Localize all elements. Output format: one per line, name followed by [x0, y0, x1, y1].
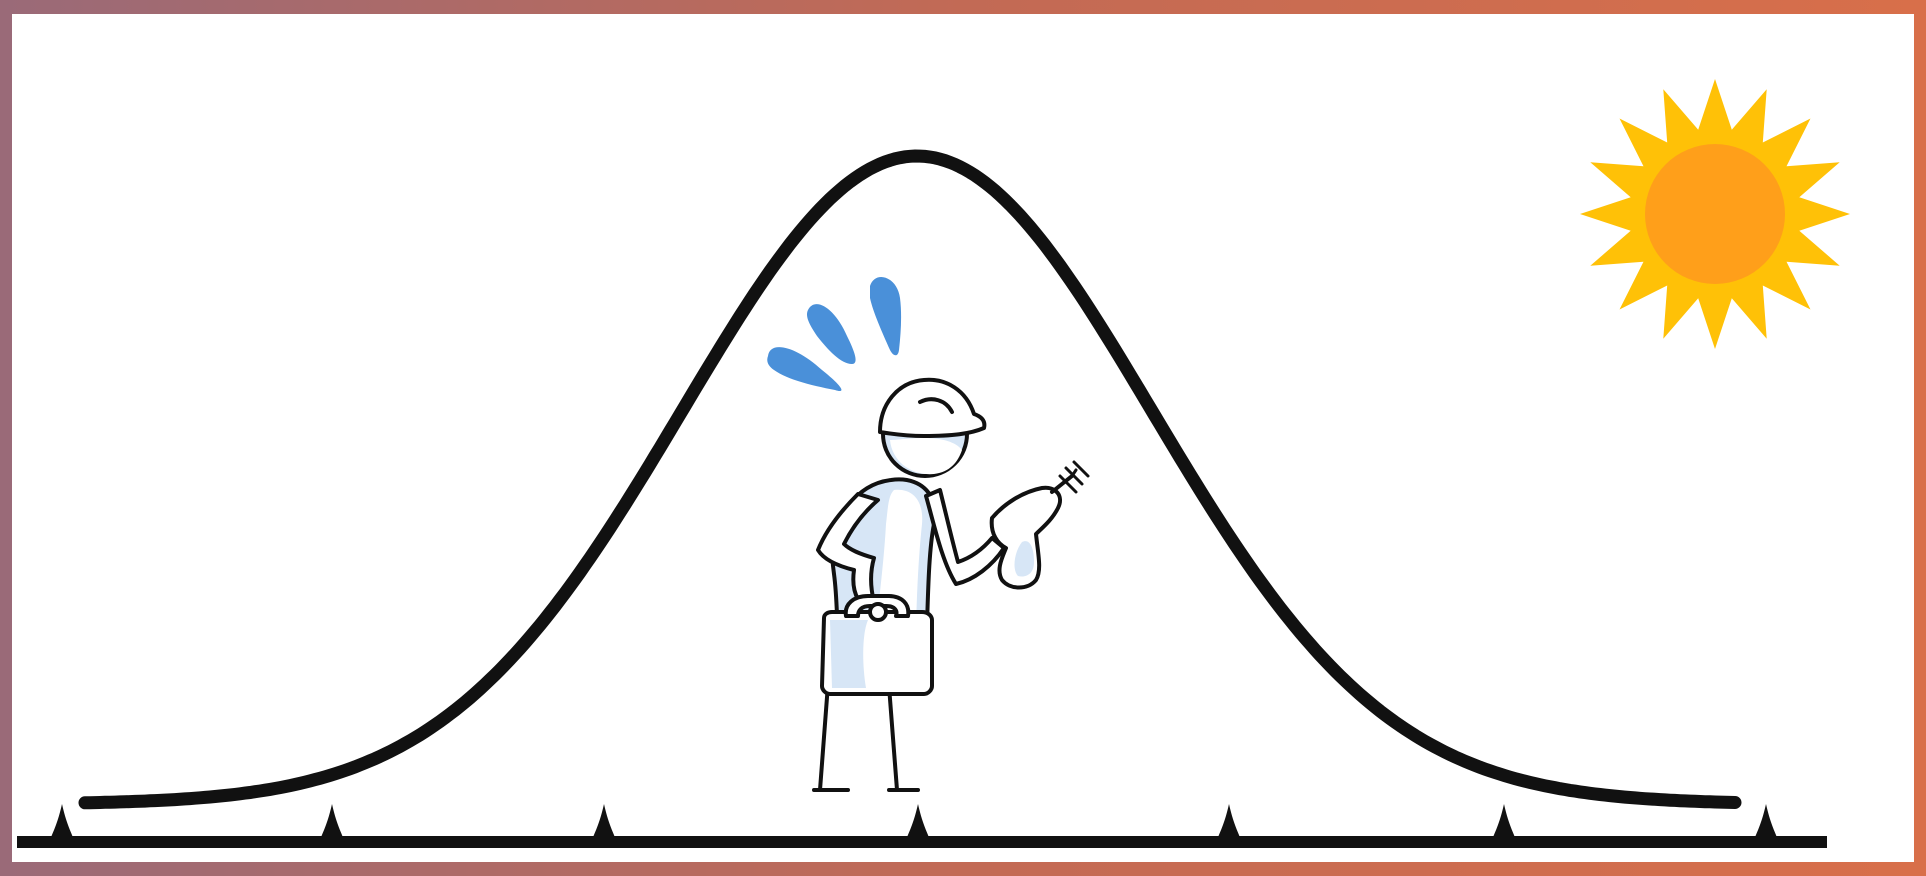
axis-tick	[1216, 804, 1242, 842]
sun-core	[1645, 144, 1785, 284]
sweat-drops-icon	[767, 276, 902, 392]
axis-tick	[49, 804, 75, 842]
sun-icon	[1580, 79, 1850, 349]
construction-worker-icon	[812, 377, 1090, 792]
sweat-drop-middle	[807, 304, 856, 364]
hard-hat-icon	[878, 377, 987, 438]
worker-legs	[812, 682, 920, 792]
axis-tick	[905, 804, 931, 842]
axis-tick	[1753, 804, 1779, 842]
sweat-drop-right	[870, 276, 902, 356]
worker-right-arm	[924, 488, 1006, 586]
illustration-frame	[12, 14, 1914, 862]
toolbox-icon	[820, 594, 934, 696]
axis-tick	[591, 804, 617, 842]
illustration-canvas	[17, 79, 1850, 848]
power-drill-icon	[989, 460, 1090, 590]
sweat-drop-left	[767, 347, 842, 392]
axis-ticks	[49, 804, 1779, 842]
axis-tick	[1491, 804, 1517, 842]
axis-tick	[319, 804, 345, 842]
bell-curve-icon	[78, 149, 1742, 810]
